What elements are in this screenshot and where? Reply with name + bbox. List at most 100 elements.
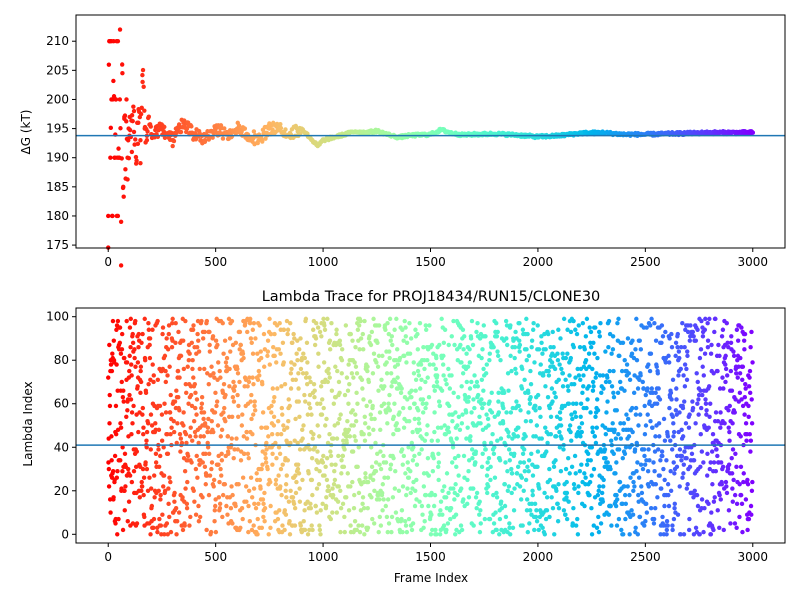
- data-point: [730, 421, 735, 426]
- data-point: [164, 336, 169, 341]
- data-point: [547, 405, 552, 411]
- data-point: [731, 353, 737, 359]
- data-point: [496, 390, 501, 396]
- data-point: [551, 464, 557, 470]
- data-point: [247, 375, 252, 380]
- data-point: [668, 390, 674, 396]
- data-point: [150, 327, 155, 332]
- data-point: [699, 405, 704, 411]
- data-point: [193, 466, 199, 472]
- data-point: [682, 384, 688, 389]
- data-point: [230, 521, 235, 526]
- data-point: [740, 529, 745, 535]
- data-point: [187, 351, 192, 356]
- data-point: [657, 397, 663, 402]
- data-point: [227, 336, 233, 341]
- data-point: [399, 386, 404, 391]
- data-point: [128, 316, 133, 322]
- data-point: [299, 126, 304, 131]
- data-point: [375, 451, 380, 456]
- data-point: [520, 451, 526, 456]
- data-point: [257, 373, 262, 378]
- data-point: [459, 527, 465, 533]
- data-point: [446, 403, 452, 409]
- data-point: [602, 447, 608, 452]
- data-point: [157, 403, 163, 409]
- data-point: [296, 399, 301, 404]
- data-point: [162, 135, 168, 140]
- data-point: [576, 484, 581, 489]
- data-point: [728, 340, 734, 346]
- data-point: [446, 429, 452, 435]
- data-point: [729, 130, 734, 135]
- data-point: [272, 331, 277, 337]
- data-point: [168, 432, 173, 437]
- data-point: [176, 395, 181, 400]
- data-point: [557, 362, 562, 367]
- data-point: [262, 519, 267, 524]
- data-point: [727, 429, 732, 435]
- data-point: [502, 503, 508, 509]
- data-point: [177, 375, 182, 380]
- data-point: [450, 440, 456, 446]
- data-point: [464, 351, 469, 356]
- data-point: [528, 395, 533, 400]
- data-point: [303, 399, 308, 404]
- data-point: [730, 486, 735, 491]
- data-point: [508, 532, 513, 537]
- data-point: [288, 386, 294, 391]
- data-point: [494, 527, 499, 533]
- data-point: [305, 360, 310, 365]
- data-point: [738, 355, 743, 361]
- data-point: [659, 323, 665, 328]
- data-point: [480, 451, 485, 456]
- data-point: [484, 473, 490, 478]
- data-point: [715, 418, 721, 424]
- data-point: [413, 377, 419, 383]
- data-point: [325, 379, 330, 385]
- data-point: [589, 532, 595, 537]
- data-point: [685, 329, 691, 335]
- data-point: [229, 436, 234, 441]
- data-point: [621, 532, 626, 537]
- data-point: [262, 490, 267, 496]
- data-point: [614, 460, 619, 465]
- data-point: [324, 495, 329, 500]
- data-point: [609, 351, 614, 356]
- data-point: [385, 421, 390, 426]
- data-point: [703, 316, 708, 322]
- data-point: [573, 327, 578, 332]
- data-point: [196, 503, 201, 509]
- data-point: [618, 436, 624, 441]
- data-point: [261, 501, 266, 507]
- data-point: [534, 508, 539, 513]
- data-point: [234, 436, 239, 441]
- data-point: [127, 473, 133, 478]
- data-point: [627, 532, 632, 537]
- data-point: [118, 425, 124, 430]
- data-point: [272, 353, 277, 359]
- data-point: [246, 529, 251, 535]
- data-point: [432, 492, 438, 498]
- data-point: [434, 379, 440, 385]
- data-point: [538, 362, 543, 367]
- data-point: [637, 514, 643, 520]
- data-point: [188, 425, 193, 430]
- data-point: [261, 514, 266, 520]
- data-point: [718, 410, 723, 415]
- data-point: [240, 475, 246, 480]
- data-point: [236, 414, 241, 419]
- data-point: [199, 318, 204, 324]
- data-point: [479, 464, 485, 470]
- data-point: [112, 155, 117, 160]
- data-point: [507, 525, 512, 530]
- data-point: [702, 505, 707, 511]
- data-point: [571, 318, 576, 324]
- delta-g-x-ticks: 0 500 1000 1500 2000 2500 3000: [104, 248, 768, 269]
- data-point: [590, 379, 596, 385]
- data-point: [339, 471, 344, 476]
- data-point: [701, 460, 706, 465]
- data-point: [210, 334, 216, 339]
- data-point: [488, 440, 494, 446]
- data-point: [434, 373, 440, 378]
